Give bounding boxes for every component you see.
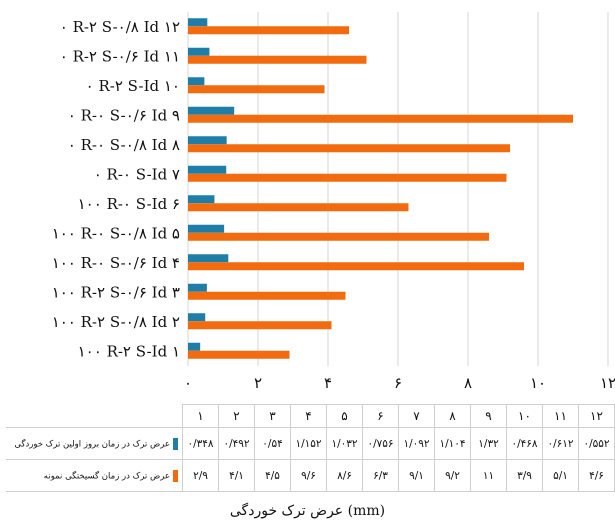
value-cell: ۴/۱: [218, 459, 255, 492]
bar-first-crack: [188, 136, 227, 145]
bar-first-crack: [188, 47, 210, 56]
bar-failure: [188, 55, 367, 64]
x-axis-title: عرض ترک خوردگی (mm): [229, 503, 386, 519]
value-cell: ۰/۵۴: [254, 427, 291, 460]
value-cell: ۹/۲: [434, 459, 471, 492]
category-label: ۰ R-۰ S-Id ۷: [94, 165, 180, 183]
legend-label-failure: عرض ترک در زمان گسیختگی نمونه: [43, 471, 170, 481]
category-label: ۰ R-۲ S-۰/۶ Id ۱۱: [60, 47, 180, 65]
legend-label-first-crack: عرض ترک در زمان بروز اولین ترک خوردگی: [14, 439, 170, 449]
value-cell: ۹/۶: [290, 459, 327, 492]
value-cell: ۱/۰۹۲: [398, 427, 435, 460]
bar-first-crack: [188, 77, 205, 86]
bar-first-crack: [188, 342, 201, 351]
value-cell: ۰/۵۵۲: [578, 427, 615, 460]
category-label: ۰ R-۰ S-۰/۸ Id ۸: [68, 136, 180, 154]
header-cell: ۲: [218, 404, 255, 428]
bar-first-crack: [188, 18, 208, 27]
bar-failure: [188, 350, 290, 359]
bar-first-crack: [188, 106, 235, 115]
x-tick-label: ۱۰: [530, 374, 546, 392]
bar-failure: [188, 26, 349, 35]
category-label: ۱۰۰ R-۲ S-۰/۶ Id ۳: [52, 283, 180, 301]
value-cell: ۵/۱: [542, 459, 579, 492]
legend-first-crack: عرض ترک در زمان بروز اولین ترک خوردگی: [6, 427, 183, 460]
category-label: ۱۰۰ R-۰ S-Id ۶: [78, 195, 180, 213]
legend-swatch-blue: [173, 437, 178, 450]
bar-failure: [188, 321, 332, 330]
header-cell: ۱: [182, 404, 219, 428]
bar-chart: ۰ ۲ ۴ ۶ ۸ ۱۰ ۱۲ ۰ R-۲ S-۰/۸ Id ۱۲ ۰ R-۲ S-۰/۶ Id…: [52, 12, 615, 392]
value-cell: ۲/۹: [182, 459, 219, 492]
table-row-failure: عرض ترک در زمان گسیختگی نمونه ۲/۹ ۴/۱ ۴/…: [6, 459, 615, 492]
category-label: ۱۰۰ R-۰ S-۰/۶ Id ۴: [52, 254, 180, 272]
bar-first-crack: [188, 283, 207, 292]
category-label: ۰ R-۰ S-۰/۶ Id ۹: [68, 106, 180, 124]
header-cell: ۸: [434, 404, 471, 428]
bar-failure: [188, 262, 524, 271]
bar-failure: [188, 144, 510, 153]
x-tick-label: ۲: [254, 374, 262, 392]
header-cell: ۴: [290, 404, 327, 428]
category-label: ۰ R-۲ S-۰/۸ Id ۱۲: [60, 18, 180, 36]
header-cell: ۷: [398, 404, 435, 428]
table-row-first-crack: عرض ترک در زمان بروز اولین ترک خوردگی ۰/…: [6, 427, 615, 460]
category-label: ۰ R-۲ S-Id ۱۰: [86, 77, 180, 95]
value-cell: ۶/۳: [362, 459, 399, 492]
table-header-row: ۱ ۲ ۳ ۴ ۵ ۶ ۷ ۸ ۹ ۱۰ ۱۱ ۱۲: [6, 404, 615, 428]
x-tick-label: ۸: [464, 374, 472, 392]
value-cell: ۸/۶: [326, 459, 363, 492]
x-tick-label: ۱۲: [600, 374, 615, 392]
value-cell: ۰/۷۵۶: [362, 427, 399, 460]
bar-first-crack: [188, 165, 227, 174]
x-tick-label: ۰: [184, 374, 192, 392]
value-cell: ۰/۴۹۲: [218, 427, 255, 460]
bar-first-crack: [188, 313, 206, 322]
bar-first-crack: [188, 254, 229, 263]
value-cell: ۰/۳۴۸: [182, 427, 219, 460]
header-cell: ۵: [326, 404, 363, 428]
x-tick-label: ۴: [324, 374, 332, 392]
table-corner: [6, 404, 183, 428]
value-cell: ۰/۶۱۲: [542, 427, 579, 460]
header-cell: ۶: [362, 404, 399, 428]
bar-failure: [188, 232, 489, 241]
header-cell: ۱۱: [542, 404, 579, 428]
value-cell: ۱/۰۳۲: [326, 427, 363, 460]
value-cell: ۴/۵: [254, 459, 291, 492]
value-cell: ۱۱: [470, 459, 507, 492]
value-cell: ۱/۱۰۴: [434, 427, 471, 460]
data-table: ۱ ۲ ۳ ۴ ۵ ۶ ۷ ۸ ۹ ۱۰ ۱۱ ۱۲ عرض ترک در زم…: [6, 404, 615, 492]
bar-failure: [188, 114, 573, 123]
bar-failure: [188, 203, 409, 212]
value-cell: ۰/۴۶۸: [506, 427, 543, 460]
header-cell: ۹: [470, 404, 507, 428]
header-cell: ۱۲: [578, 404, 615, 428]
value-cell: ۹/۱: [398, 459, 435, 492]
bar-failure: [188, 173, 507, 182]
value-cell: ۳/۹: [506, 459, 543, 492]
bar-first-crack: [188, 224, 225, 233]
bar-first-crack: [188, 195, 215, 204]
value-cell: ۴/۶: [578, 459, 615, 492]
bar-failure: [188, 291, 346, 300]
category-label: ۱۰۰ R-۲ S-Id ۱: [78, 342, 180, 360]
header-cell: ۳: [254, 404, 291, 428]
category-label: ۱۰۰ R-۰ S-۰/۸ Id ۵: [52, 224, 180, 242]
legend-failure: عرض ترک در زمان گسیختگی نمونه: [6, 459, 183, 492]
bar-failure: [188, 85, 325, 94]
x-tick-label: ۶: [394, 374, 402, 392]
value-cell: ۱/۱۵۲: [290, 427, 327, 460]
legend-swatch-orange: [173, 469, 178, 482]
category-label: ۱۰۰ R-۲ S-۰/۸ Id ۲: [52, 313, 180, 331]
header-cell: ۱۰: [506, 404, 543, 428]
value-cell: ۱/۳۲: [470, 427, 507, 460]
